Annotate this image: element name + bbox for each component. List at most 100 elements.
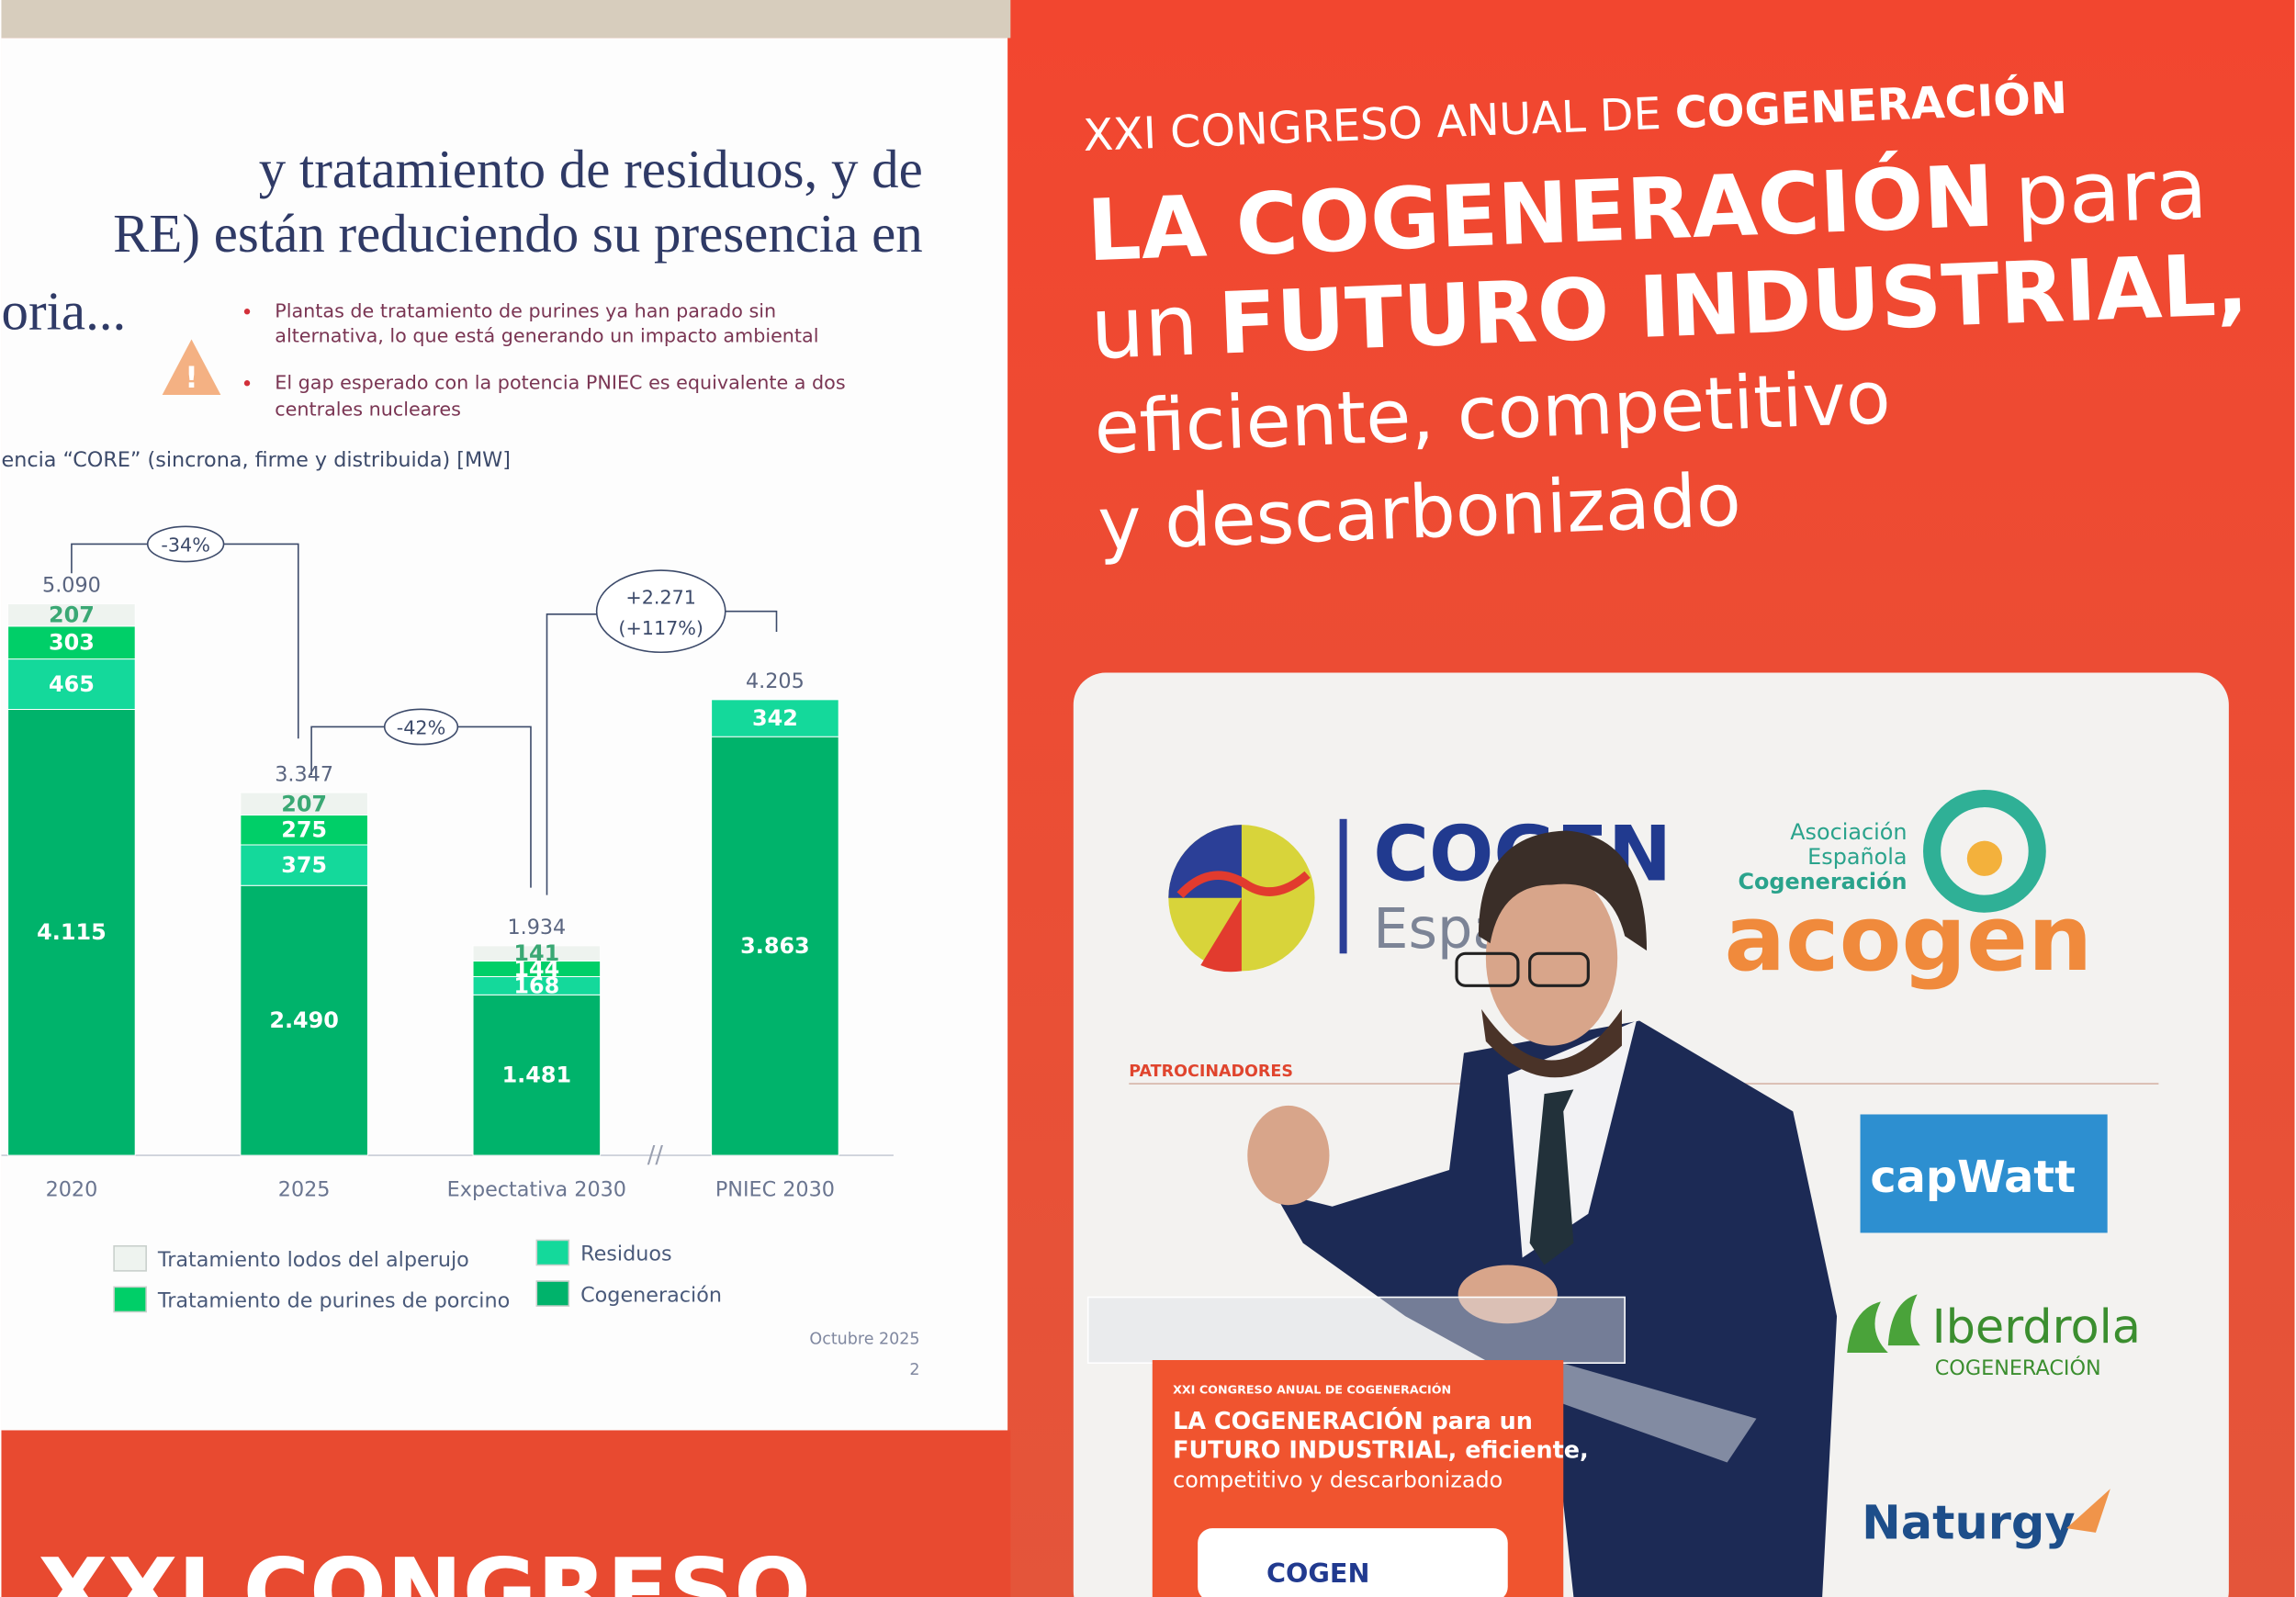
arrow-line: [223, 543, 299, 739]
value-label: 207: [49, 602, 95, 628]
total-label: 1.934: [507, 916, 566, 939]
x-tick-label: PNIEC 2030: [715, 1178, 835, 1202]
bar-segment: [240, 792, 368, 816]
bullet-text: El gap esperado con la potencia PNIEC es…: [275, 372, 845, 394]
bar-segment: [472, 945, 602, 962]
naturgy: Naturgy: [1862, 1496, 2075, 1550]
annotation: (+117%): [618, 617, 703, 639]
arrow-line: [546, 613, 599, 895]
capwatt: capWatt: [1870, 1153, 2076, 1203]
heading: oria...: [1, 280, 126, 341]
acogen-line: Española: [1807, 844, 1907, 870]
bullet: [243, 309, 251, 315]
slide-content: y tratamiento de residuos, y de RE) está…: [1, 139, 922, 1379]
acogen-line: Asociación: [1790, 819, 1907, 845]
value-label: 342: [752, 705, 798, 731]
lectern-glass: [1551, 1360, 1757, 1463]
glasses: [1455, 951, 1520, 987]
bar-segment: [240, 844, 368, 886]
arrow-line: [457, 725, 532, 888]
wall: [1, 0, 1011, 39]
hand: [1458, 1265, 1558, 1324]
bar-segment: [240, 815, 368, 846]
podium-line: competitivo y descarbonizado: [1173, 1468, 1503, 1493]
value-label: 2.490: [269, 1007, 339, 1033]
podium-line: FUTURO INDUSTRIAL, eficiente,: [1173, 1437, 1589, 1465]
legend-swatch: [535, 1280, 570, 1307]
heading: RE) están reduciendo su presencia en: [113, 203, 923, 264]
heading: y tratamiento de residuos, y de: [259, 139, 923, 199]
bullet-text: centrales nucleares: [275, 398, 461, 420]
bar-segment: [240, 884, 368, 1156]
acogen-ring: [1923, 789, 2046, 913]
legend-swatch: [535, 1239, 570, 1266]
acogen-dot: [1966, 840, 2003, 876]
value-label: 3.863: [740, 933, 810, 959]
axis-break: //: [647, 1142, 664, 1169]
beard: [1481, 1008, 1622, 1078]
slide: [1, 38, 1008, 1431]
x-tick-label: 2025: [278, 1178, 331, 1202]
value-label: 4.115: [37, 919, 107, 945]
face: [1485, 870, 1618, 1046]
annotation-lines: [71, 525, 778, 895]
warning-mark: !: [185, 360, 198, 395]
legend-label: Tratamiento lodos del alperujo: [157, 1248, 469, 1272]
page-number: 2: [909, 1361, 919, 1379]
naturgy-mark: [2066, 1489, 2110, 1533]
lectern-glass: [1086, 1296, 1626, 1364]
arrow-line: [71, 543, 148, 574]
annotation: -34%: [161, 534, 209, 556]
hair: [1478, 830, 1648, 951]
annotation-bubble: [146, 525, 225, 563]
acogen-name: acogen: [1724, 886, 2092, 992]
value-label: 1.481: [502, 1063, 572, 1088]
warning-icon: [162, 339, 221, 395]
value-label: 141: [513, 940, 559, 966]
annotation-bubble: [383, 708, 459, 746]
bar-segment: [7, 602, 136, 627]
legend-label: Tratamiento de purines de porcino: [157, 1289, 510, 1313]
legend-swatch: [113, 1286, 147, 1313]
bullet-text: alternativa, lo que está generando un im…: [275, 325, 818, 347]
bar-segment: [7, 625, 136, 660]
tie: [1529, 1089, 1574, 1265]
headline-part: para: [2013, 139, 2210, 245]
cogen-logo-part: [1176, 871, 1311, 898]
bullet-text: Plantas de tratamiento de purines ya han…: [275, 300, 776, 322]
bar-segment: [711, 699, 839, 737]
annotation: -42%: [397, 716, 445, 738]
chart-subtitle: encia “CORE” (sincrona, firme y distribu…: [1, 448, 510, 472]
total-label: 5.090: [42, 574, 101, 598]
bar-segment: [7, 658, 136, 710]
value-label: 303: [49, 630, 95, 656]
value-label: 207: [281, 791, 327, 816]
bottom-banner: XXI CONGRESO: [38, 1540, 811, 1597]
annotation-bubble: [595, 569, 726, 654]
sponsors-title: PATROCINADORES: [1129, 1063, 1293, 1081]
podium-line: LA COGENERACIÓN para un: [1173, 1407, 1533, 1435]
legend-label: Residuos: [580, 1243, 672, 1266]
speaker: [1247, 830, 1838, 1597]
cogen-divider: [1339, 818, 1347, 954]
x-tick-label: Expectativa 2030: [447, 1178, 626, 1202]
x-tick-label: 2020: [46, 1178, 98, 1202]
annotation: +2.271: [625, 587, 696, 609]
total-label: 4.205: [746, 669, 805, 693]
iberdrola-sub: COGENERACIÓN: [1935, 1355, 2101, 1380]
podium-logo: COGEN: [1266, 1558, 1369, 1589]
capwatt-box: [1860, 1114, 2108, 1233]
cogen-logo-part: [1200, 897, 1242, 973]
headline-part: un: [1088, 276, 1199, 378]
suit: [1273, 1020, 1838, 1597]
total-label: 3.347: [275, 762, 333, 786]
legend-label: Cogeneración: [580, 1283, 722, 1307]
slide-base: [1, 1430, 1011, 1597]
value-label: 465: [49, 671, 95, 697]
bar-segment: [711, 736, 839, 1156]
value-label: 275: [281, 817, 327, 843]
glasses: [1528, 951, 1590, 987]
value-label: 168: [513, 973, 559, 998]
